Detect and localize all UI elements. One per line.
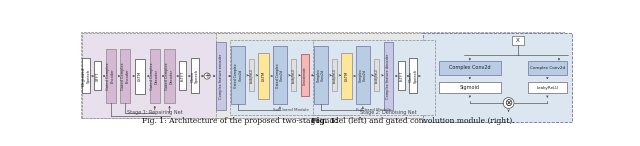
Bar (374, 59, 379, 91)
Text: Full-band Module: Full-band Module (356, 108, 391, 112)
Text: +: + (204, 73, 210, 79)
Text: LSTM: LSTM (344, 71, 349, 81)
Text: Gated Complex
Encoder: Gated Complex Encoder (106, 62, 115, 90)
Text: Stage 1: Repairing Net: Stage 1: Repairing Net (127, 110, 183, 115)
Text: Complex
Conv2d: Complex Conv2d (317, 68, 325, 82)
Bar (273, 46, 287, 104)
Bar (81, 32, 565, 118)
Text: Clean
Speech: Clean Speech (191, 69, 199, 83)
Text: Gated Complex
Decoder: Gated Complex Decoder (150, 62, 159, 90)
Bar (150, 49, 160, 103)
Bar (291, 59, 296, 91)
Bar (301, 54, 308, 96)
Text: Fig. 1: Architecture of the proposed two-stage model (left) and gated convolutio: Fig. 1: Architecture of the proposed two… (141, 118, 515, 125)
Bar (179, 61, 186, 90)
Bar (528, 61, 566, 74)
Text: iSTFT: iSTFT (399, 71, 403, 81)
Bar (511, 36, 524, 45)
Text: Gated Complex
Encoder: Gated Complex Encoder (121, 62, 130, 90)
Bar (191, 58, 198, 93)
Bar (120, 49, 131, 103)
Text: LeakyReLU: LeakyReLU (333, 68, 337, 83)
Bar (312, 40, 435, 115)
Bar (216, 42, 226, 110)
Bar (341, 53, 352, 99)
Text: Fig. 1:: Fig. 1: (311, 118, 339, 125)
Text: Complex feature decoder: Complex feature decoder (387, 53, 390, 99)
Text: LeakyReLU: LeakyReLU (250, 68, 253, 83)
Bar (259, 53, 269, 99)
Text: LSTM: LSTM (138, 71, 142, 81)
Text: Clean
Speech: Clean Speech (409, 69, 417, 83)
Text: ⊗: ⊗ (504, 98, 513, 108)
Bar (397, 61, 404, 90)
Text: Complex Conv2d: Complex Conv2d (530, 66, 565, 70)
Text: X: X (516, 38, 520, 43)
Bar (332, 59, 337, 91)
Text: iSTFT: iSTFT (180, 71, 185, 81)
Bar (410, 58, 417, 93)
Text: LeakyReLU: LeakyReLU (291, 68, 296, 83)
Bar (81, 33, 230, 118)
Text: Complex
Conv2d: Complex Conv2d (358, 68, 367, 82)
Bar (423, 33, 572, 122)
Text: LeakyReLU: LeakyReLU (536, 86, 558, 90)
Text: Concatenate: Concatenate (303, 66, 307, 85)
Text: Sub-band Module: Sub-band Module (273, 108, 308, 112)
Text: LeakyReLU: LeakyReLU (374, 68, 378, 83)
Bar (164, 49, 175, 103)
Bar (231, 46, 245, 104)
Bar (384, 42, 393, 110)
Text: Complex feature encoder: Complex feature encoder (219, 53, 223, 99)
Bar (94, 61, 101, 90)
Bar (230, 40, 352, 115)
Text: Gated Complex
Conv2d: Gated Complex Conv2d (276, 63, 284, 88)
Bar (216, 33, 562, 118)
Circle shape (503, 98, 514, 108)
Bar (439, 61, 501, 74)
Circle shape (204, 73, 210, 79)
Bar (439, 82, 501, 93)
Bar (135, 59, 145, 94)
Text: LSTM: LSTM (262, 71, 266, 81)
Text: STFT: STFT (95, 71, 99, 81)
Text: Gated Complex
Conv2d: Gated Complex Conv2d (234, 63, 243, 88)
Text: Complex Conv2d: Complex Conv2d (449, 65, 491, 70)
Bar (83, 58, 90, 93)
Bar (106, 49, 116, 103)
Text: Stage 2: Denoising Net: Stage 2: Denoising Net (360, 110, 417, 115)
Text: Gated Complex
Decoder: Gated Complex Decoder (165, 62, 174, 90)
Bar (528, 82, 566, 93)
Bar (356, 46, 370, 104)
Text: Degraded
Speech: Degraded Speech (82, 66, 90, 86)
Bar (249, 59, 254, 91)
Text: Sigmoid: Sigmoid (460, 85, 480, 90)
Bar (314, 46, 328, 104)
